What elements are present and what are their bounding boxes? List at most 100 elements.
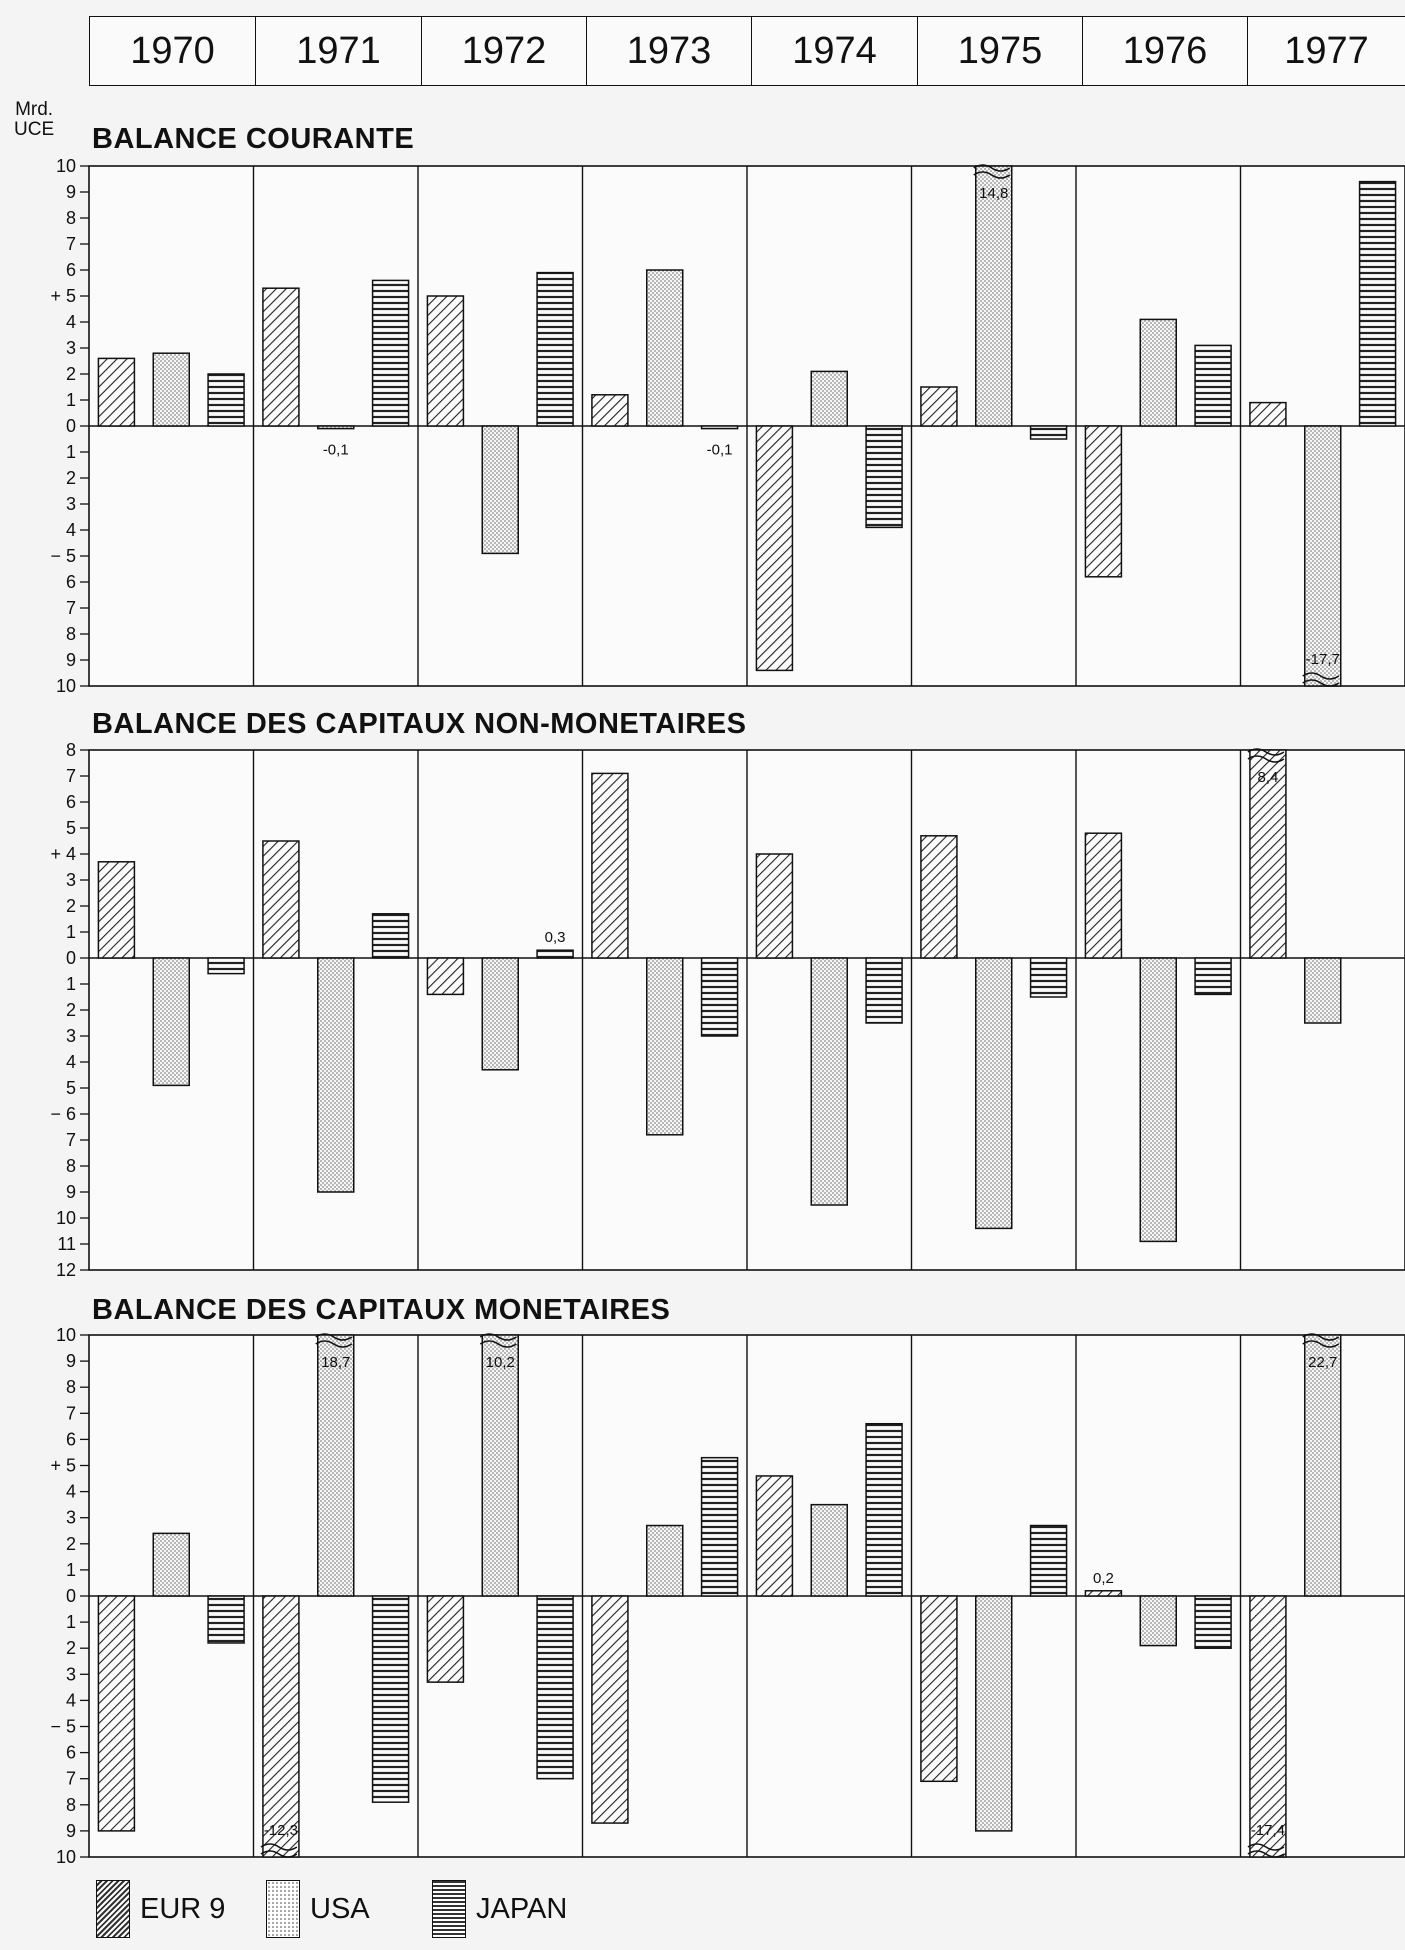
y-tick-label: 12 xyxy=(56,1260,76,1280)
bar-eur9-1971 xyxy=(262,287,300,427)
y-tick-label: − 5 xyxy=(50,1717,76,1737)
y-tick-label: 10 xyxy=(56,1847,76,1867)
y-tick-label: 9 xyxy=(66,1821,76,1841)
panel-title-capitaux-non-monetaires: BALANCE DES CAPITAUX NON-MONETAIRES xyxy=(86,706,753,743)
bar-usa-1971 xyxy=(317,957,355,1193)
bar-japan-1976 xyxy=(1194,344,1232,427)
data-label: 0,2 xyxy=(1093,1570,1114,1587)
y-tick-label: 3 xyxy=(66,1026,76,1046)
bar-usa-1975 xyxy=(975,165,1013,427)
data-label: 0,3 xyxy=(545,929,566,946)
y-tick-label: 6 xyxy=(66,260,76,280)
y-tick-label: 3 xyxy=(66,1508,76,1528)
y-tick-label: + 4 xyxy=(50,844,76,864)
bar-eur9-1975 xyxy=(920,1595,958,1783)
y-tick-label: − 6 xyxy=(50,1104,76,1124)
y-tick-label: 8 xyxy=(66,1377,76,1397)
y-tick-label: 7 xyxy=(66,234,76,254)
axis-break-mark xyxy=(973,164,1011,179)
y-tick-label: 2 xyxy=(66,364,76,384)
bar-eur9-1973 xyxy=(591,394,629,427)
bar-usa-1977 xyxy=(1304,1334,1342,1597)
bar-japan-1974 xyxy=(865,957,903,1024)
bar-usa-1972 xyxy=(481,957,519,1071)
legend-japan: JAPAN xyxy=(432,1880,567,1938)
bar-eur9-1971 xyxy=(262,840,300,959)
y-tick-label: 6 xyxy=(66,572,76,592)
axis-break-mark xyxy=(1247,1843,1285,1858)
bar-japan-1977 xyxy=(1358,180,1397,427)
bar-eur9-1970 xyxy=(97,861,136,959)
y-tick-label: 2 xyxy=(66,896,76,916)
bar-usa-1972 xyxy=(481,1334,519,1597)
y-tick-label: 10 xyxy=(56,676,76,696)
bar-japan-1970 xyxy=(207,1595,245,1644)
bar-japan-1971 xyxy=(371,913,410,959)
bar-usa-1970 xyxy=(152,352,190,427)
year-1976: 1976 xyxy=(1082,16,1247,86)
axis-break-mark xyxy=(315,1333,353,1348)
y-tick-label: 8 xyxy=(66,208,76,228)
bar-usa-1972 xyxy=(481,425,519,555)
data-label: -0,1 xyxy=(323,442,349,459)
bar-usa-1973 xyxy=(646,957,684,1136)
y-tick-label: 8 xyxy=(66,1795,76,1815)
bar-usa-1975 xyxy=(975,1595,1013,1832)
year-1972: 1972 xyxy=(421,16,586,86)
y-tick-label: 2 xyxy=(66,468,76,488)
legend-label-japan: JAPAN xyxy=(476,1892,568,1925)
bar-eur9-1970 xyxy=(97,1595,136,1832)
y-tick-label: 11 xyxy=(57,1234,76,1254)
legend-swatch-eur9 xyxy=(96,1880,130,1938)
bar-japan-1973 xyxy=(700,425,739,430)
bar-japan-1972 xyxy=(536,271,574,427)
data-label: -17,7 xyxy=(1306,651,1340,668)
bar-eur9-1977 xyxy=(1249,1595,1287,1858)
y-tick-label: 7 xyxy=(66,598,76,618)
bar-usa-1976 xyxy=(1139,318,1177,427)
bar-japan-1973 xyxy=(700,1456,739,1597)
y-tick-label: + 5 xyxy=(50,286,76,306)
y-tick-label: 4 xyxy=(66,520,76,540)
y-tick-label: 3 xyxy=(66,494,76,514)
bar-eur9-1972 xyxy=(426,957,465,996)
y-tick-label: 7 xyxy=(66,1769,76,1789)
y-tick-label: 3 xyxy=(66,338,76,358)
bar-eur9-1977 xyxy=(1249,749,1287,959)
y-tick-label: 2 xyxy=(66,1000,76,1020)
bar-eur9-1977 xyxy=(1249,401,1287,427)
y-tick-label: 3 xyxy=(66,870,76,890)
y-tick-label: 4 xyxy=(66,1690,76,1710)
bar-usa-1970 xyxy=(152,1532,190,1597)
year-1973: 1973 xyxy=(586,16,751,86)
bar-eur9-1974 xyxy=(755,425,794,672)
y-tick-label: 9 xyxy=(66,1351,76,1371)
bar-usa-1975 xyxy=(975,957,1013,1230)
legend-eur9: EUR 9 xyxy=(96,1880,225,1938)
panel-title-capitaux-monetaires: BALANCE DES CAPITAUX MONETAIRES xyxy=(86,1292,677,1329)
y-tick-label: 2 xyxy=(66,1534,76,1554)
y-tick-label: 0 xyxy=(66,416,76,436)
y-tick-label: 8 xyxy=(66,624,76,644)
data-label: 18,7 xyxy=(321,1354,350,1371)
bar-japan-1973 xyxy=(700,957,739,1037)
y-tick-label: 4 xyxy=(66,1482,76,1502)
y-tick-label: 7 xyxy=(66,1403,76,1423)
bar-japan-1970 xyxy=(207,373,245,427)
y-tick-label: 9 xyxy=(66,650,76,670)
y-tick-label: 1 xyxy=(66,1612,76,1632)
bar-usa-1974 xyxy=(810,370,848,427)
panel-title-balance-courante: BALANCE COURANTE xyxy=(86,121,421,158)
bar-usa-1977 xyxy=(1304,425,1342,687)
year-1971: 1971 xyxy=(255,16,421,86)
bar-usa-1973 xyxy=(646,1524,684,1597)
data-label: -0,1 xyxy=(707,442,733,459)
y-tick-label: 10 xyxy=(56,156,76,176)
data-label: 14,8 xyxy=(979,185,1008,202)
y-tick-label: 1 xyxy=(66,1560,76,1580)
legend-usa: USA xyxy=(266,1880,370,1938)
bar-japan-1971 xyxy=(371,279,410,427)
bar-japan-1976 xyxy=(1194,957,1232,996)
